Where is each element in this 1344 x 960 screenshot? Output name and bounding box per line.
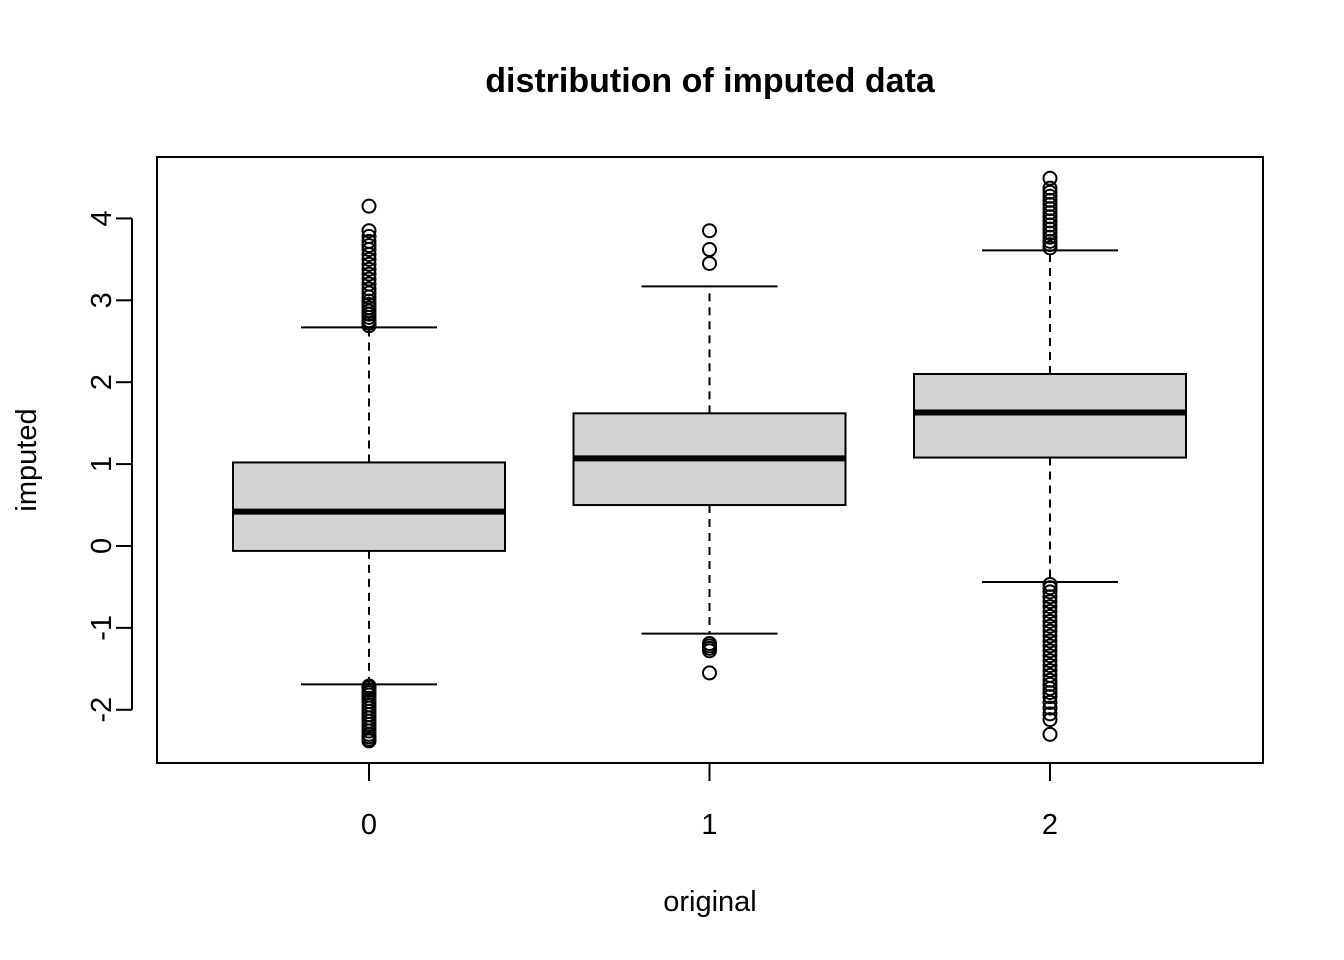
outlier-point	[1042, 576, 1058, 592]
outlier-point	[1042, 633, 1058, 649]
outlier-point	[1042, 700, 1058, 716]
outlier-point	[1042, 618, 1058, 634]
y-tick-label: -2	[86, 697, 118, 723]
outlier-point	[361, 228, 377, 244]
outlier-point	[1042, 726, 1058, 742]
x-axis: 0 1 2	[361, 762, 1058, 841]
outlier-point	[1042, 604, 1058, 619]
outlier-point	[361, 198, 377, 214]
outlier-point	[1042, 599, 1058, 615]
outlier-point	[1042, 662, 1058, 678]
outlier-point	[361, 276, 377, 292]
outlier-point	[1042, 712, 1058, 728]
outlier-point	[702, 223, 717, 239]
box-1	[572, 223, 847, 681]
box-0	[232, 198, 506, 749]
outlier-point	[1042, 643, 1058, 659]
y-axis: -2 -1 0 1 2 3 4	[86, 210, 133, 723]
boxes-group	[232, 170, 1187, 749]
outlier-point	[1042, 608, 1058, 624]
outlier-point	[1042, 623, 1058, 639]
x-axis-label: original	[663, 886, 757, 918]
outlier-point	[1042, 170, 1058, 186]
x-tick-label: 1	[701, 809, 717, 841]
outlier-point	[702, 242, 717, 258]
outlier-point	[361, 256, 377, 272]
outlier-point	[361, 281, 377, 297]
outlier-point	[702, 665, 717, 681]
y-axis-label: imputed	[11, 408, 43, 511]
outlier-point	[1042, 638, 1058, 654]
outlier-point	[361, 261, 377, 277]
y-tick-label: 4	[86, 210, 118, 226]
outlier-point	[361, 223, 377, 239]
outlier-point	[361, 271, 377, 287]
outlier-point	[1042, 648, 1058, 664]
x-tick-label: 0	[361, 809, 377, 841]
y-tick-label: -1	[86, 615, 118, 641]
outlier-point	[1042, 613, 1058, 629]
outlier-point	[1042, 180, 1058, 196]
iqr-box	[913, 373, 1187, 459]
outlier-point	[361, 237, 377, 253]
chart-title: distribution of imputed data	[485, 62, 936, 100]
y-tick-label: 2	[86, 374, 118, 390]
outlier-point	[361, 678, 377, 694]
outlier-point	[361, 266, 377, 282]
outlier-point	[1042, 653, 1058, 669]
outlier-point	[1042, 188, 1058, 204]
y-tick-label: 1	[86, 456, 118, 472]
y-tick-label: 3	[86, 292, 118, 308]
outlier-point	[1042, 672, 1058, 688]
outlier-point	[361, 233, 377, 249]
outlier-point	[1042, 628, 1058, 644]
y-tick-label: 0	[86, 538, 118, 554]
x-tick-label: 2	[1042, 809, 1058, 841]
outlier-point	[702, 635, 717, 651]
outlier-point	[1042, 584, 1058, 600]
outlier-point	[1042, 658, 1058, 674]
iqr-box	[232, 461, 506, 552]
box-2	[913, 170, 1187, 742]
outlier-point	[1042, 706, 1058, 722]
outlier-point	[702, 255, 717, 271]
outlier-point	[1042, 667, 1058, 683]
